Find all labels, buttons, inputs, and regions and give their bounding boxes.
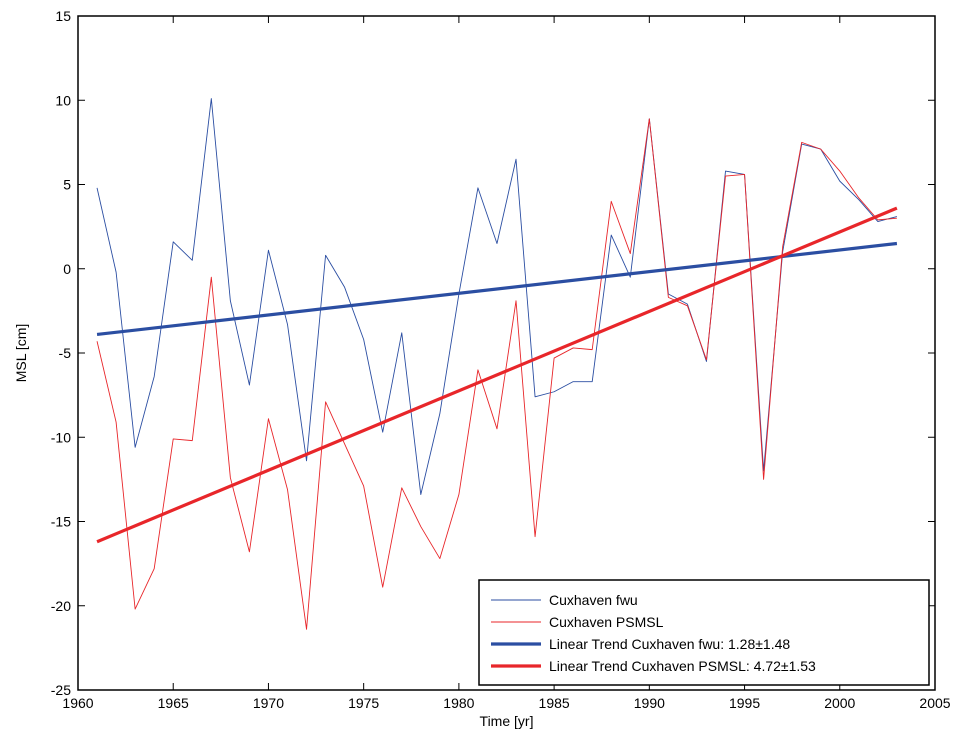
x-tick-label: 1960 [62,695,93,711]
y-tick-label: -20 [51,598,71,614]
y-tick-label: 5 [63,177,71,193]
x-tick-label: 1985 [539,695,570,711]
data-layer [96,98,898,630]
series-line-1 [96,118,897,630]
x-tick-label: 2005 [919,695,950,711]
y-axis-label: MSL [cm] [13,324,29,383]
x-tick-label: 1980 [443,695,474,711]
y-tick-label: 15 [55,8,71,24]
y-tick-label: -15 [51,514,71,530]
axis-layer: 1960 1965 1970 1975 1980 1985 1990 1995 2000 2005… [51,8,951,711]
plot-area [78,16,935,690]
y-tick-label: 0 [63,261,71,277]
trend-line-3 [96,206,898,544]
x-tick-label: 1965 [158,695,189,711]
x-tick-label: 2000 [824,695,855,711]
legend-label-1: Cuxhaven PSMSL [549,614,664,630]
y-tick-label: -10 [51,429,71,445]
x-tick-label: 1975 [348,695,379,711]
legend-label-0: Cuxhaven fwu [549,592,638,608]
x-tick-label: 1970 [253,695,284,711]
y-tick-label: 10 [55,92,71,108]
trend-line-2 [96,241,898,337]
y-tick-label: -25 [51,682,71,698]
legend: Cuxhaven fwu Cuxhaven PSMSL Linear Trend C… [478,579,930,686]
legend-label-3: Linear Trend Cuxhaven PSMSL: 4.72±1.53 [549,658,816,674]
legend-label-2: Linear Trend Cuxhaven fwu: 1.28±1.48 [549,636,790,652]
x-tick-label: 1990 [634,695,665,711]
x-axis-label: Time [yr] [480,713,534,729]
x-tick-label: 1995 [729,695,760,711]
legend-box [478,579,930,686]
y-tick-label: -5 [59,345,72,361]
series-line-0 [96,98,898,495]
